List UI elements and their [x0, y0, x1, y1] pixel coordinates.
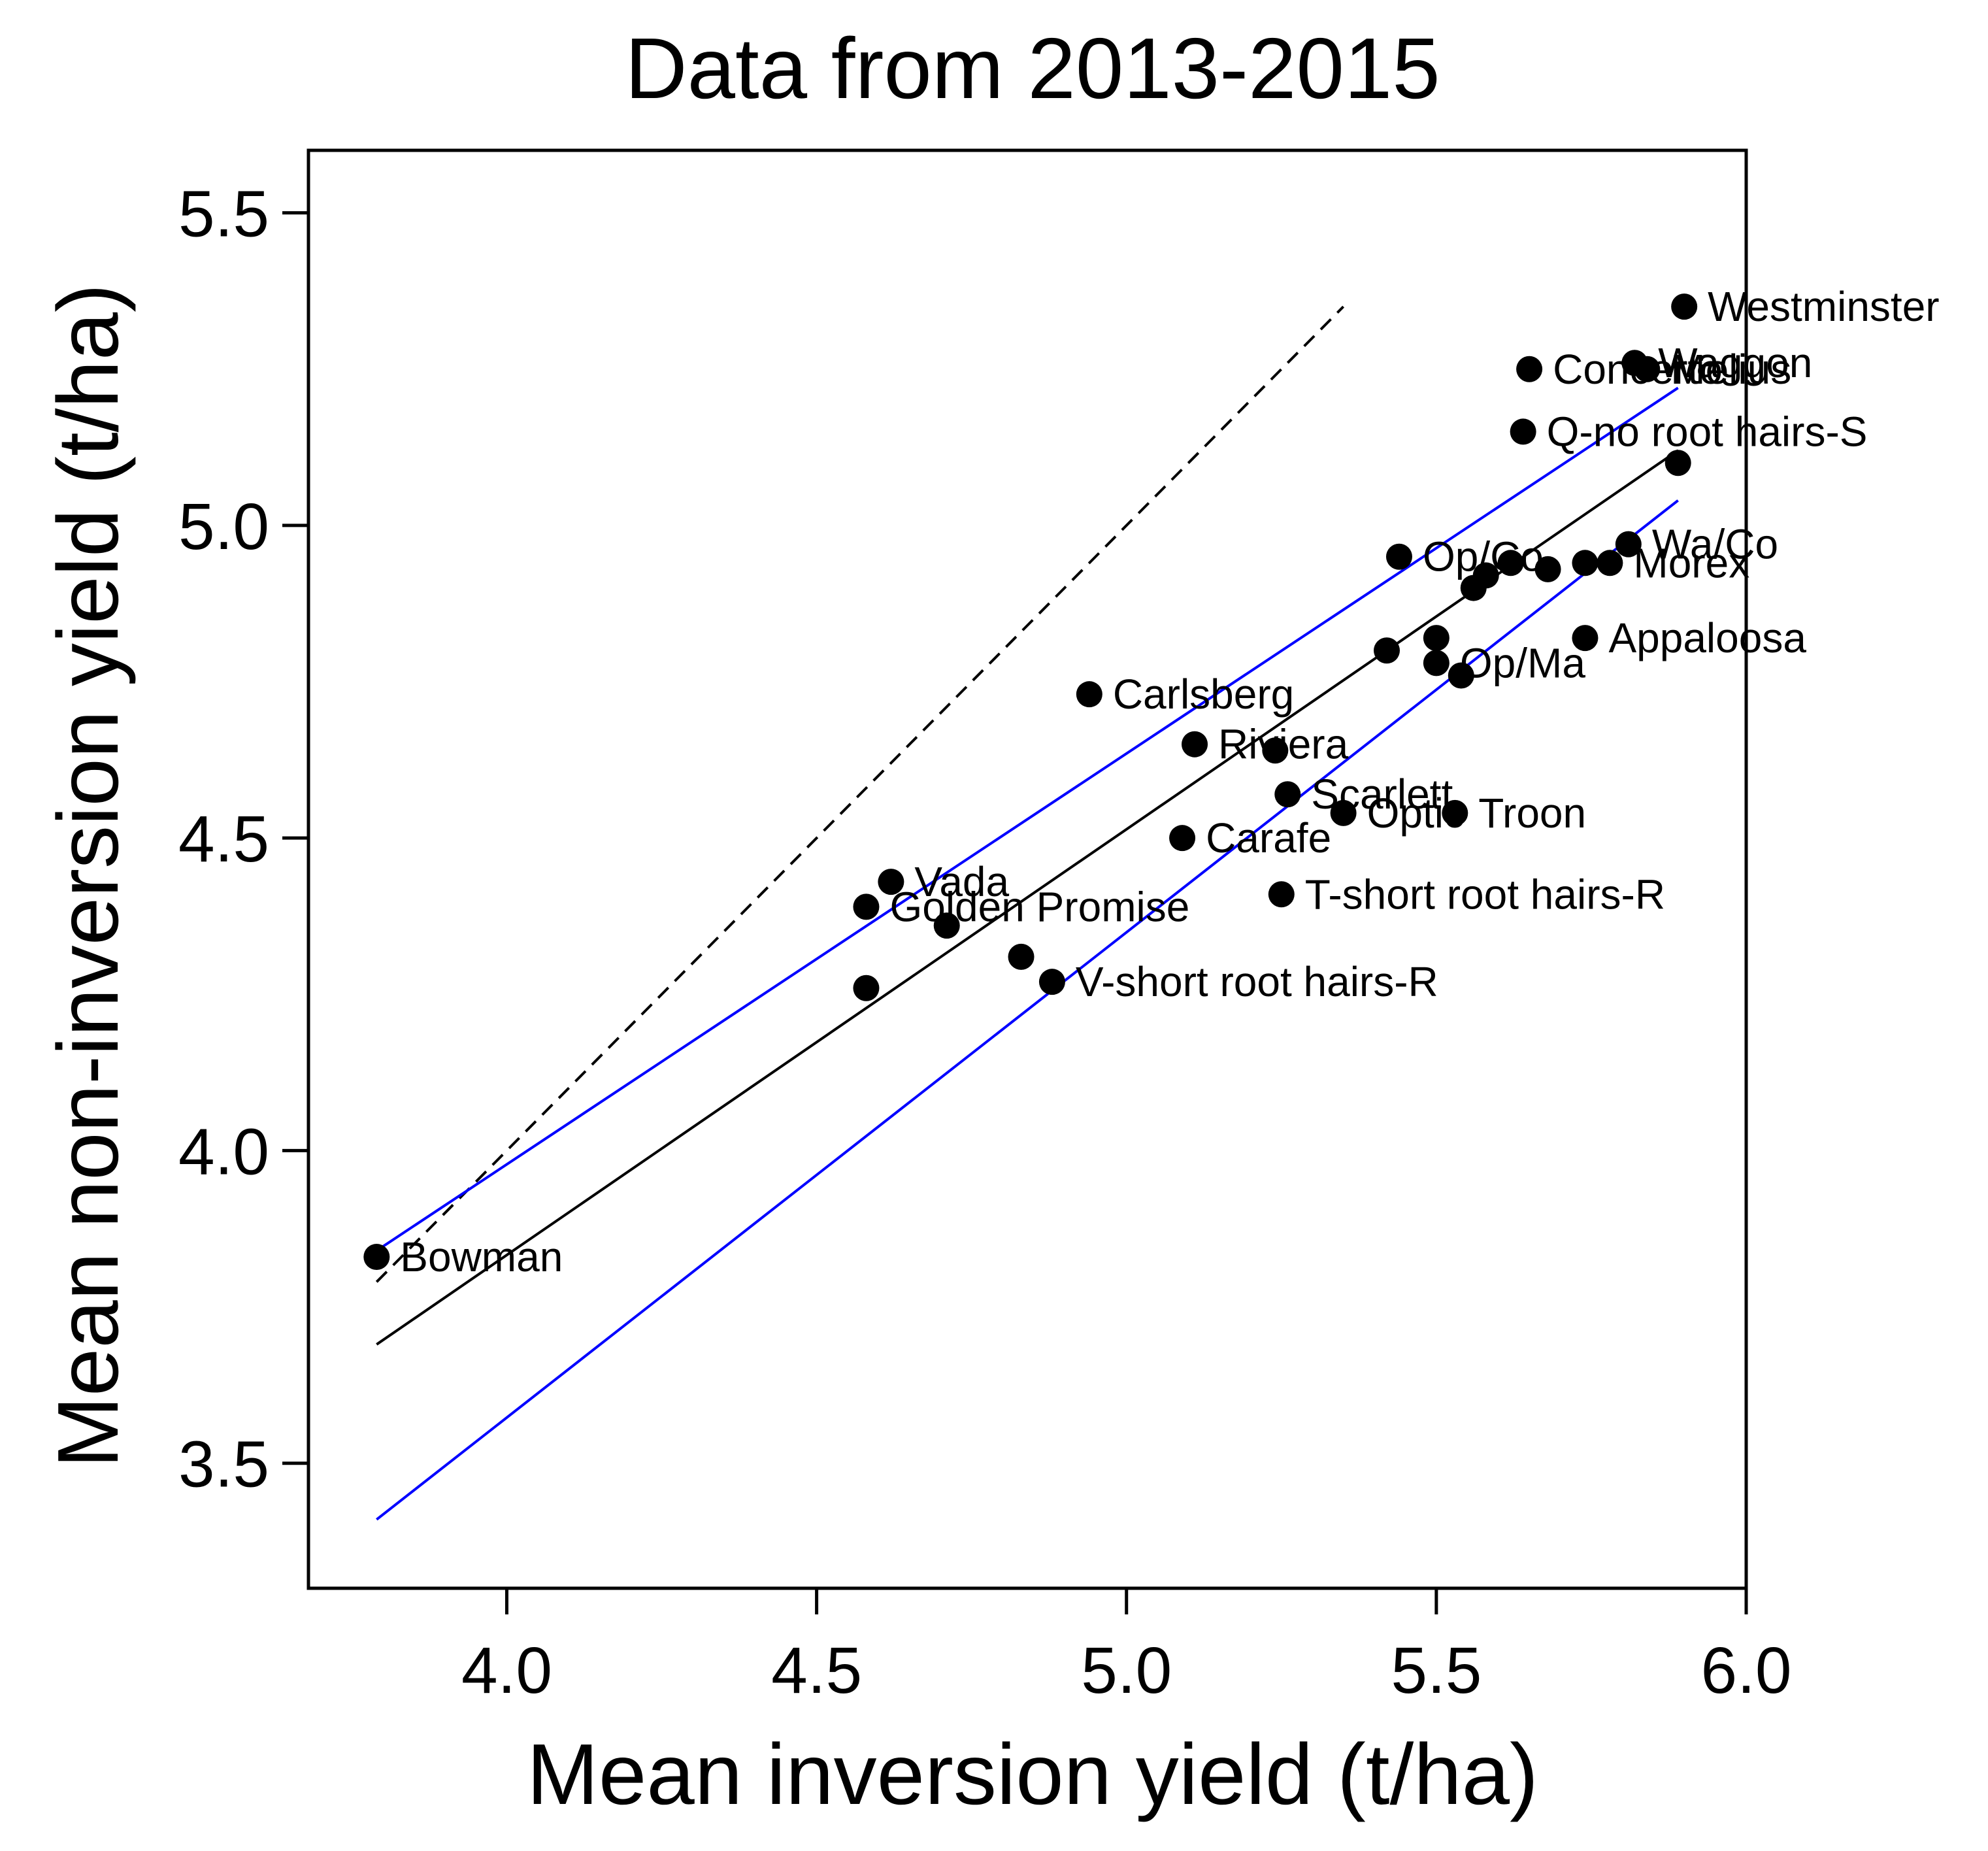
data-point-label: Westminster: [1708, 283, 1939, 330]
data-point: [1516, 356, 1543, 382]
plot-frame: [306, 148, 1748, 1590]
y-tick-label: 4.0: [178, 1115, 269, 1188]
data-point-label: Carlsberg: [1113, 671, 1294, 718]
data-point: [1423, 625, 1450, 652]
data-point-label: Carafe: [1206, 814, 1331, 861]
data-point: [1534, 556, 1561, 582]
data-point-label: Wa/Co: [1652, 521, 1778, 568]
data-point-label: Appaloosa: [1608, 614, 1806, 661]
series-line-fit: [376, 449, 1679, 1346]
data-point: [933, 912, 960, 939]
data-point: [1615, 531, 1642, 558]
data-point: [1374, 637, 1400, 664]
y-tick-label: 5.0: [178, 490, 269, 563]
data-point: [1510, 418, 1536, 445]
x-tick-label: 5.5: [1391, 1634, 1482, 1707]
plot-area: 4.0 4.5 5.0 5.5 6.0 3.5 4.0 4.5 5.0 5.5 Bowman Gold…: [178, 148, 1940, 1707]
data-point: [1423, 650, 1450, 676]
data-point: [853, 975, 880, 1001]
data-point-label: Riviera: [1218, 721, 1349, 768]
data-point-label: Optic: [1367, 790, 1465, 837]
data-point-label: Bowman: [400, 1233, 563, 1280]
data-point: [1472, 562, 1499, 589]
x-tick-label: 4.0: [461, 1634, 552, 1707]
data-point: [1169, 825, 1196, 852]
data-point: [853, 893, 880, 920]
x-tick-label: 5.0: [1081, 1634, 1172, 1707]
series-line-1-1-line: [375, 305, 1345, 1283]
data-point: [1665, 450, 1691, 476]
data-point: [1572, 550, 1599, 576]
data-point-label: Melius: [1670, 346, 1791, 393]
data-point: [363, 1244, 390, 1271]
data-point: [1182, 731, 1208, 758]
data-point: [1076, 681, 1102, 708]
data-point-label: Vada: [914, 858, 1009, 905]
x-tick-label: 4.5: [771, 1634, 862, 1707]
data-point-label: Morex: [1633, 539, 1749, 586]
data-point: [1597, 550, 1623, 576]
data-point-label: Op/Co: [1423, 533, 1544, 580]
data-point: [1671, 293, 1698, 320]
data-point: [1385, 543, 1412, 570]
data-point-label: Golden Promise: [889, 883, 1189, 930]
data-point: [1572, 625, 1599, 652]
data-point-label: Scarlett: [1311, 771, 1453, 818]
data-point: [1442, 799, 1468, 826]
y-tick-label: 5.5: [178, 178, 269, 251]
x-axis-label: Mean inversion yield (t/ha): [527, 1726, 1538, 1822]
data-point-label: Concerto: [1553, 346, 1723, 393]
data-point-label: Troon: [1478, 790, 1586, 837]
data-point-label: Op/Ma: [1460, 639, 1585, 686]
data-point-label: Q-no root hairs-S: [1547, 408, 1868, 455]
data-point: [1038, 969, 1065, 995]
data-point: [1274, 781, 1301, 808]
data-point-label: Waggon: [1658, 339, 1812, 386]
series-line-upper-ci: [376, 386, 1679, 1252]
data-point: [1448, 662, 1474, 689]
y-tick-label: 3.5: [178, 1428, 269, 1501]
data-point-label: T-short root hairs-R: [1305, 871, 1665, 918]
data-point: [878, 869, 904, 895]
data-point: [1268, 881, 1295, 908]
chart-title: Data from 2013-2015: [625, 20, 1440, 116]
data-point: [1634, 356, 1661, 382]
data-point-label: V-short root hairs-R: [1076, 958, 1438, 1005]
data-point: [1262, 737, 1289, 764]
y-axis-label: Mean non-inversion yield (t/ha): [40, 284, 136, 1468]
data-point: [1008, 943, 1035, 970]
y-tick-label: 4.5: [178, 803, 269, 876]
x-tick-label: 6.0: [1700, 1634, 1791, 1707]
data-point: [1330, 799, 1357, 826]
data-point: [1497, 550, 1524, 576]
